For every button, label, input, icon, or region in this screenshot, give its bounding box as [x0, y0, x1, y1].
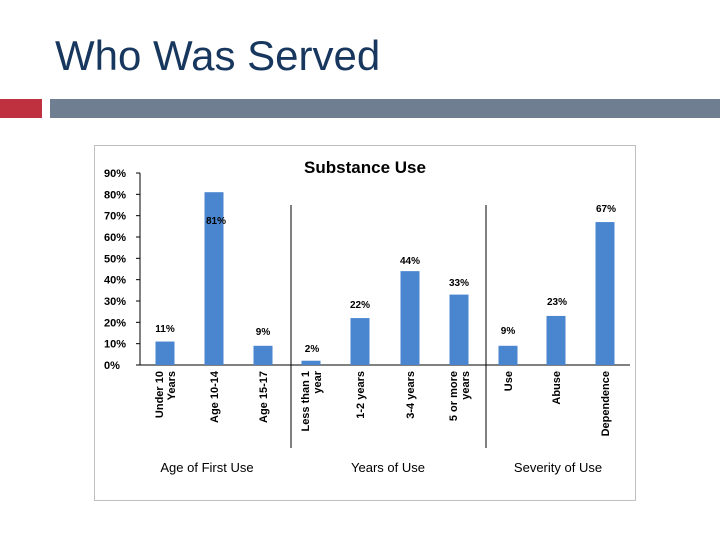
category-label: Age 15-17: [258, 371, 270, 423]
data-label: 9%: [501, 326, 516, 337]
bar: [350, 318, 370, 365]
category-label: 1-2 years: [355, 371, 367, 419]
y-tick-label: 20%: [104, 317, 126, 329]
y-tick-label: 60%: [104, 232, 126, 244]
category-label: Use: [503, 371, 515, 391]
bar: [449, 294, 469, 365]
data-label: 44%: [400, 256, 420, 267]
data-label: 33%: [449, 278, 469, 289]
category-label-line: years: [460, 371, 472, 400]
category-label-line: Dependence: [600, 371, 612, 436]
category-label: Less than 1 year: [300, 370, 324, 431]
y-tick-label: 90%: [104, 168, 126, 180]
bar: [546, 315, 566, 365]
y-tick-label: 80%: [104, 189, 126, 201]
category-label-line: Age 10-14: [209, 370, 221, 423]
category-label: Dependence: [600, 371, 612, 436]
accent-block: [0, 99, 42, 118]
group-label: Years of Use: [351, 460, 425, 475]
bar: [204, 192, 224, 365]
y-tick-label: 0%: [104, 360, 120, 372]
data-label: 22%: [350, 300, 370, 311]
bar: [253, 345, 273, 365]
y-tick-label: 40%: [104, 275, 126, 287]
group-label: Age of First Use: [160, 460, 253, 475]
category-label: 5 or more years: [448, 371, 472, 421]
data-label: 23%: [547, 297, 567, 308]
header-rule: [50, 99, 720, 118]
data-label: 11%: [155, 324, 175, 335]
bar: [400, 271, 420, 365]
data-label: 67%: [596, 204, 616, 215]
category-label: Abuse: [551, 371, 563, 405]
data-label: 9%: [256, 327, 271, 338]
category-label: 3-4 years: [405, 371, 417, 419]
category-label-line: Use: [503, 371, 515, 391]
y-tick-label: 10%: [104, 339, 126, 351]
bar: [595, 222, 615, 365]
category-label-line: 5 or more: [448, 371, 460, 421]
category-label-line: Less than 1: [300, 371, 312, 432]
chart-title: Substance Use: [304, 158, 426, 177]
category-label-line: Abuse: [551, 371, 563, 405]
slide-title: Who Was Served: [55, 32, 381, 79]
category-label: Age 10-14: [209, 370, 221, 423]
y-tick-label: 30%: [104, 296, 126, 308]
category-label: Under 10 Years: [154, 371, 178, 418]
data-label: 2%: [305, 344, 320, 355]
data-label: 81%: [206, 216, 226, 227]
category-label-line: 3-4 years: [405, 371, 417, 419]
category-label-line: Years: [166, 371, 178, 400]
bar: [498, 345, 518, 365]
y-tick-label: 50%: [104, 253, 126, 265]
category-label-line: 1-2 years: [355, 371, 367, 419]
y-tick-label: 70%: [104, 211, 126, 223]
bar: [301, 360, 321, 365]
category-label-line: Under 10: [154, 371, 166, 418]
bar: [155, 341, 175, 365]
group-label: Severity of Use: [514, 460, 602, 475]
category-label-line: Age 15-17: [258, 371, 270, 423]
category-label-line: year: [312, 370, 324, 393]
